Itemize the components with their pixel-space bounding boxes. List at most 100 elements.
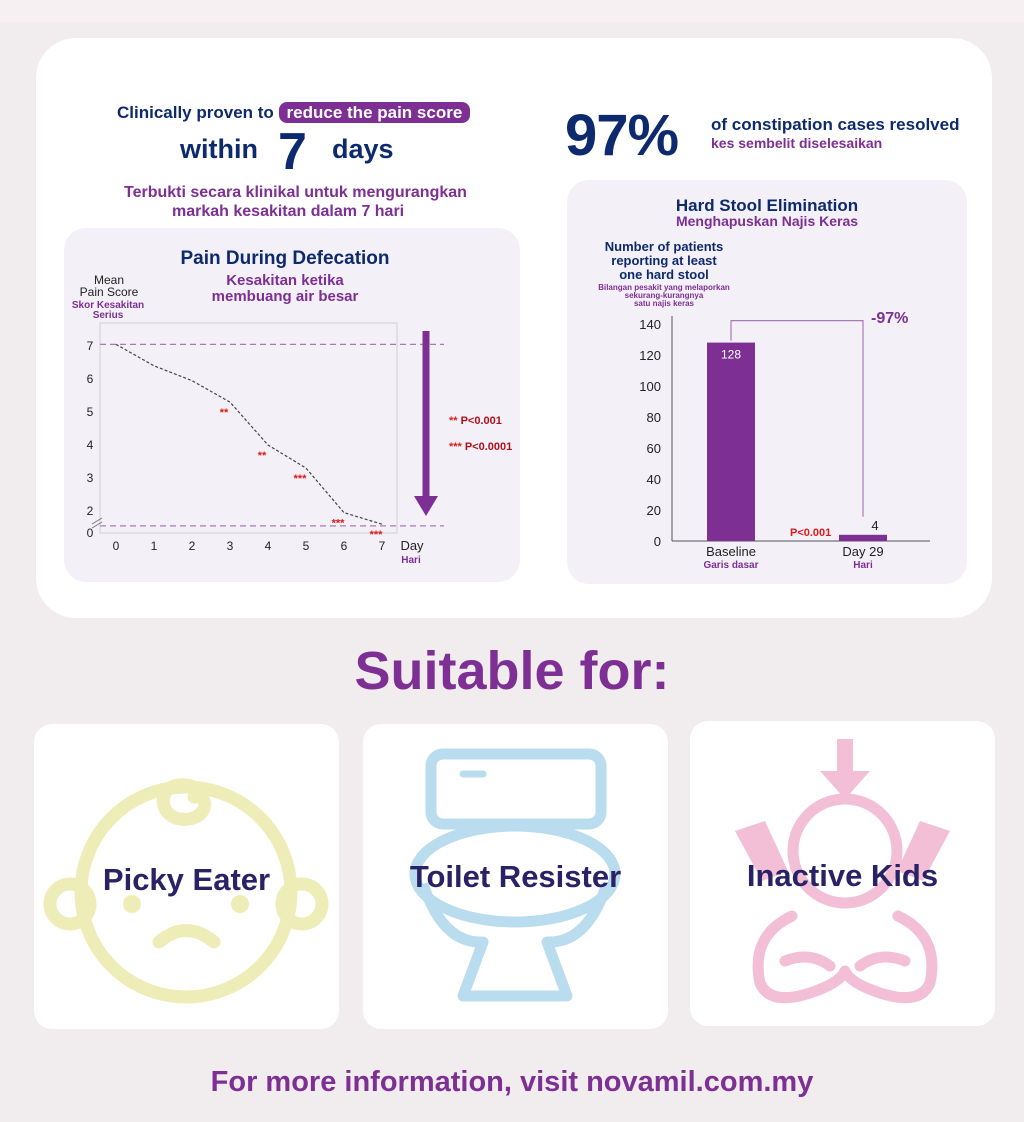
stool-change-bracket (730, 320, 864, 517)
stool-category-ms-1: Garis dasar (703, 560, 758, 571)
meditating-child-icon (735, 739, 950, 1004)
pain-sig-day-6: *** (332, 518, 346, 530)
stool-ytick-20: 20 (647, 503, 661, 518)
stool-bars: 128 4 (707, 342, 887, 541)
pain-chart-card (64, 228, 520, 582)
headline-prefix: Clinically proven to (117, 103, 274, 122)
pain-legend-item-1: ** P<0.001 (449, 415, 502, 427)
pain-ytick-2: 2 (87, 504, 94, 518)
pain-legend-item-2: *** P<0.0001 (449, 441, 512, 453)
pain-x-ticks: 0 1 2 3 4 5 6 7 (113, 539, 386, 553)
suitable-label-inactive-kids: Inactive Kids (746, 858, 939, 893)
pain-xlabel: Day (400, 538, 424, 553)
stool-bar-2 (839, 534, 887, 541)
pain-legend-marker-2: *** (449, 441, 463, 453)
pain-sig-day-5: *** (294, 473, 308, 485)
stool-chart-card (567, 180, 967, 584)
suitable-item-toilet-resister: Toilet Resister (363, 724, 668, 1029)
baby-face-icon (43, 778, 329, 1004)
pain-xlabel-ms: Hari (401, 555, 421, 566)
pain-ytick-3: 3 (87, 471, 94, 485)
pain-xtick-1: 1 (151, 539, 158, 553)
pain-xtick-2: 2 (189, 539, 196, 553)
stat-value: 97% (565, 103, 679, 168)
pain-ytick-4: 4 (87, 438, 94, 452)
stool-ylabel-2: reporting at least (611, 253, 717, 268)
stool-p-label: P<0.001 (790, 527, 831, 539)
pain-axis-break (91, 517, 103, 529)
pain-sig-day-3: ** (220, 407, 229, 419)
pain-chart-ylabel-ms-1: Skor Kesakitan (72, 300, 144, 311)
stool-ytick-60: 60 (647, 441, 661, 456)
stool-bar-label-2: 4 (871, 518, 878, 533)
stool-bar-label-1: 128 (721, 348, 741, 362)
pain-legend: ** P<0.001 *** P<0.0001 (449, 415, 512, 453)
toilet-icon (409, 748, 621, 1002)
pain-legend-text-1: P<0.001 (461, 415, 502, 427)
stat-text-en: of constipation cases resolved (711, 115, 960, 134)
suitable-title: Suitable for: (354, 641, 670, 701)
stool-ytick-80: 80 (647, 410, 661, 425)
pain-chart-subtitle-1: Kesakitan ketika (226, 272, 344, 289)
stool-category-1: Baseline (706, 544, 756, 559)
pain-ytick-6: 6 (87, 372, 94, 386)
stat-text-ms: kes sembelit diselesaikan (711, 135, 883, 151)
stool-category-ms-2: Hari (853, 560, 873, 571)
stool-ytick-0: 0 (654, 534, 661, 549)
pain-series-line (115, 343, 383, 525)
pain-ytick-7: 7 (87, 339, 94, 353)
headline-number: 7 (278, 123, 307, 181)
pain-chart-title: Pain During Defecation (180, 248, 389, 269)
pain-xtick-4: 4 (265, 539, 272, 553)
pain-legend-marker-1: ** (449, 415, 458, 427)
suitable-label-picky-eater: Picky Eater (102, 862, 271, 897)
top-strip (0, 0, 1024, 22)
pain-chart: Pain During Defecation Kesakitan ketika … (72, 248, 512, 566)
suitable-item-picky-eater: Picky Eater (34, 724, 339, 1029)
stool-ytick-100: 100 (639, 379, 661, 394)
footer-text: For more information, visit novamil.com.… (210, 1066, 814, 1098)
headline-line1: Clinically proven to reduce the pain sco… (117, 102, 471, 123)
pain-xtick-5: 5 (303, 539, 310, 553)
stool-category-2: Day 29 (842, 544, 883, 559)
headline-malay-line1: Terbukti secara klinikal untuk mengurang… (124, 184, 467, 201)
stool-chart-title: Hard Stool Elimination (676, 196, 858, 215)
pain-chart-subtitle-2: membuang air besar (212, 288, 359, 305)
pain-significance-marks: ************* (220, 407, 383, 541)
pain-chart-ylabel-2: Pain Score (80, 285, 139, 299)
pain-chart-ylabel-ms-2: Serius (93, 310, 124, 321)
pain-sig-day-4: ** (258, 450, 267, 462)
pain-legend-text-2: P<0.0001 (465, 441, 512, 453)
pain-xtick-3: 3 (227, 539, 234, 553)
stool-ylabel-ms-1: Bilangan pesakit yang melaporkan (598, 283, 730, 292)
stool-change-label: -97% (871, 310, 908, 327)
stool-chart-subtitle: Menghapuskan Najis Keras (676, 213, 858, 229)
suitable-label-toilet-resister: Toilet Resister (409, 859, 622, 894)
stool-ytick-140: 140 (639, 317, 661, 332)
pain-y-ticks: 0 2 3 4 5 6 7 (87, 339, 94, 540)
pain-chart-ylabel-1: Mean (94, 273, 124, 287)
pain-xtick-0: 0 (113, 539, 120, 553)
stool-bar-1 (707, 342, 755, 541)
pain-ytick-5: 5 (87, 405, 94, 419)
stool-chart: Hard Stool Elimination Menghapuskan Naji… (598, 196, 930, 571)
pain-sig-day-7: *** (370, 529, 384, 541)
stool-ytick-120: 120 (639, 348, 661, 363)
stool-ylabel-1: Number of patients (605, 239, 723, 254)
stool-ytick-40: 40 (647, 472, 661, 487)
stool-y-ticks: 0 20 40 60 80 100 120 140 (639, 317, 661, 549)
headline-malay-line2: markah kesakitan dalam 7 hari (172, 203, 405, 220)
stool-ylabel-ms-2: sekurang-kurangnya (625, 291, 704, 300)
stool-ylabel-ms-3: satu najis keras (634, 299, 695, 308)
pain-ytick-0: 0 (87, 526, 94, 540)
pain-xtick-7: 7 (379, 539, 386, 553)
headline-days: days (332, 134, 394, 164)
pain-plot-frame (99, 322, 398, 534)
pain-xtick-6: 6 (341, 539, 348, 553)
pain-reduction-arrow (414, 331, 438, 516)
stool-ylabel-3: one hard stool (619, 267, 709, 282)
headline-highlight: reduce the pain score (278, 102, 471, 123)
headline-within: within (180, 134, 258, 164)
suitable-item-inactive-kids: Inactive Kids (690, 721, 995, 1026)
